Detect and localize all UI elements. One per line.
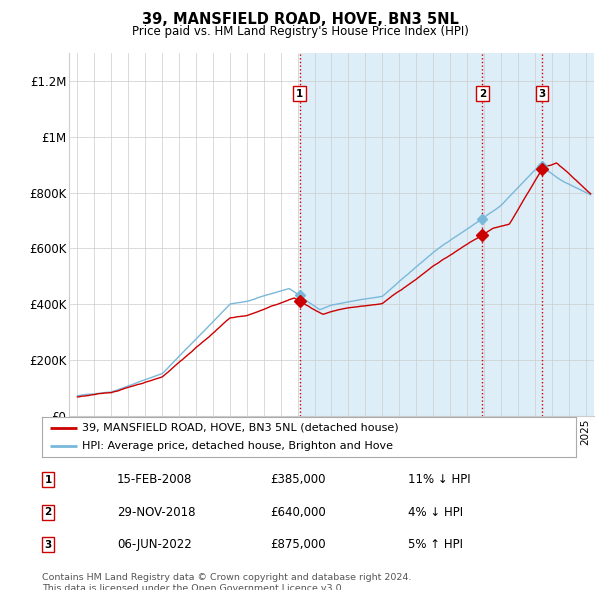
- Text: 4% ↓ HPI: 4% ↓ HPI: [408, 506, 463, 519]
- Text: 39, MANSFIELD ROAD, HOVE, BN3 5NL (detached house): 39, MANSFIELD ROAD, HOVE, BN3 5NL (detac…: [82, 423, 398, 433]
- Text: 1: 1: [296, 88, 303, 99]
- Text: £385,000: £385,000: [270, 473, 325, 486]
- Text: 2: 2: [479, 88, 486, 99]
- Text: Contains HM Land Registry data © Crown copyright and database right 2024.
This d: Contains HM Land Registry data © Crown c…: [42, 573, 412, 590]
- Text: HPI: Average price, detached house, Brighton and Hove: HPI: Average price, detached house, Brig…: [82, 441, 393, 451]
- Text: 1: 1: [44, 475, 52, 484]
- Text: 29-NOV-2018: 29-NOV-2018: [117, 506, 196, 519]
- Text: 11% ↓ HPI: 11% ↓ HPI: [408, 473, 470, 486]
- Text: 5% ↑ HPI: 5% ↑ HPI: [408, 538, 463, 551]
- Text: 39, MANSFIELD ROAD, HOVE, BN3 5NL: 39, MANSFIELD ROAD, HOVE, BN3 5NL: [142, 12, 458, 27]
- Text: £640,000: £640,000: [270, 506, 326, 519]
- Text: £875,000: £875,000: [270, 538, 326, 551]
- Text: 15-FEB-2008: 15-FEB-2008: [117, 473, 193, 486]
- Text: Price paid vs. HM Land Registry's House Price Index (HPI): Price paid vs. HM Land Registry's House …: [131, 25, 469, 38]
- Text: 06-JUN-2022: 06-JUN-2022: [117, 538, 192, 551]
- Text: 3: 3: [538, 88, 545, 99]
- Text: 3: 3: [44, 540, 52, 549]
- Text: 2: 2: [44, 507, 52, 517]
- Bar: [299, 53, 594, 416]
